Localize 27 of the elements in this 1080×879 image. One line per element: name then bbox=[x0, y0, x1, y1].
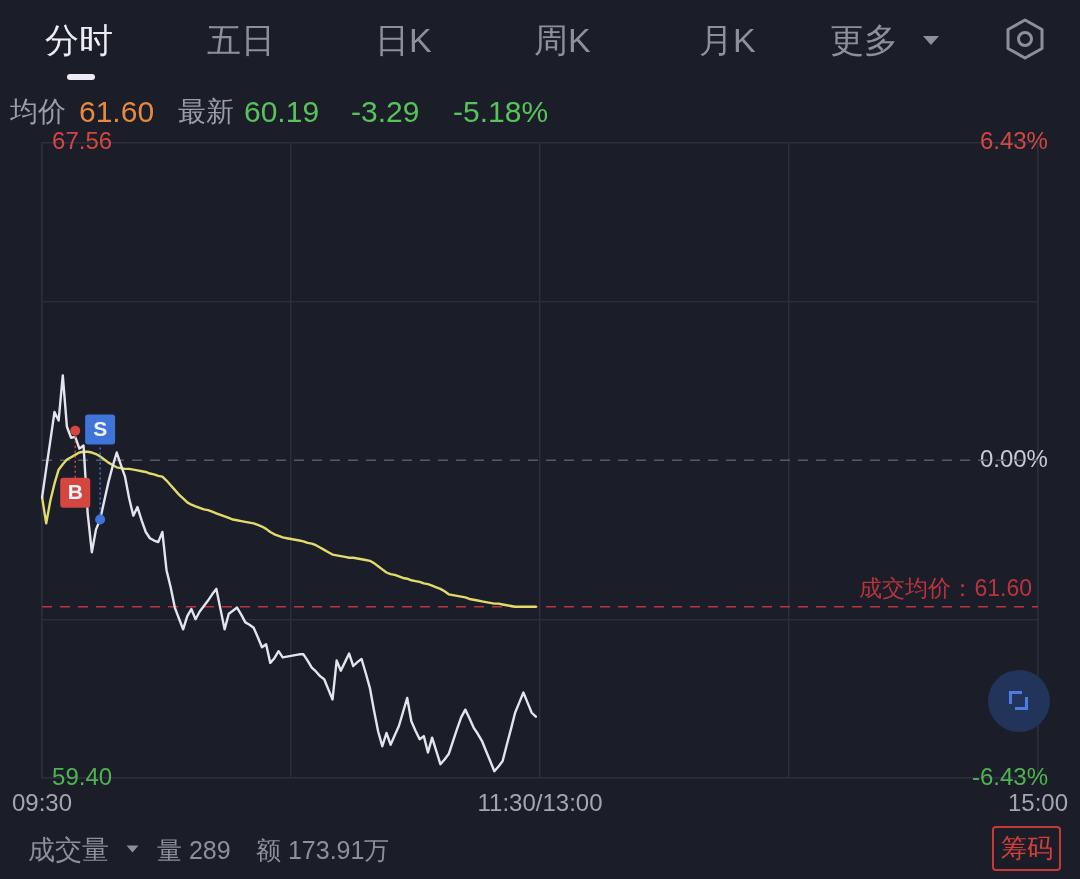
text: 60.19 bbox=[244, 95, 320, 128]
text: 成交量 bbox=[28, 834, 109, 865]
text: 月K bbox=[699, 21, 756, 59]
x-tick-label: 09:30 bbox=[12, 789, 73, 817]
text: 最新 bbox=[178, 96, 234, 127]
text: 量 289 bbox=[157, 835, 231, 864]
y2-tick-label: 6.43% bbox=[979, 127, 1048, 155]
text: 五日 bbox=[207, 21, 275, 59]
legend-label: B bbox=[67, 480, 83, 504]
text: 筹码 bbox=[992, 825, 1061, 871]
text: 更多 bbox=[830, 21, 898, 59]
text: -3.29 bbox=[351, 95, 420, 128]
y-tick-label: 59.40 bbox=[52, 762, 113, 790]
x-tick-label: 15:00 bbox=[1007, 789, 1068, 817]
y2-tick-label: -6.43% bbox=[971, 762, 1048, 790]
text: S bbox=[93, 417, 108, 441]
text: 61.60 bbox=[79, 95, 155, 128]
text: 日K bbox=[375, 21, 432, 59]
text: 均价 bbox=[10, 96, 66, 127]
y-tick-label: 67.56 bbox=[52, 127, 113, 155]
text: 分时 bbox=[45, 21, 113, 59]
text: -5.18% bbox=[453, 95, 549, 128]
text: 额 173.91万 bbox=[256, 835, 390, 864]
text: 周K bbox=[534, 21, 591, 59]
y2-tick-label: 0.00% bbox=[979, 444, 1048, 472]
x-tick-label: 11:30/13:00 bbox=[477, 789, 603, 817]
ref-line-label: 成交均价：61.60 bbox=[859, 574, 1032, 601]
